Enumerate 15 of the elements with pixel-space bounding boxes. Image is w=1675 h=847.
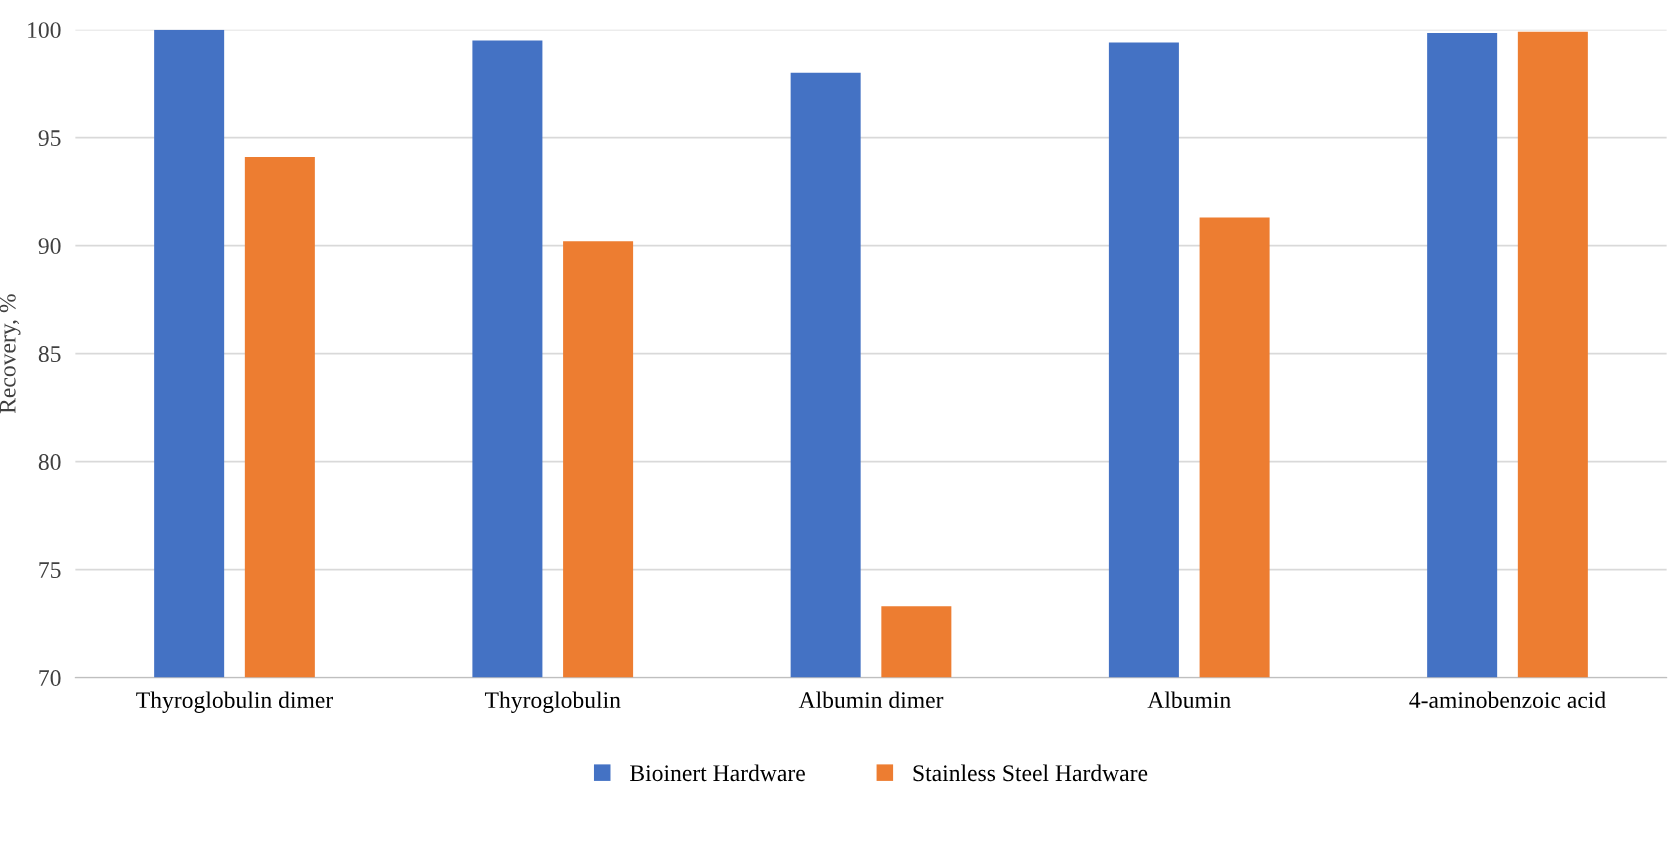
y-tick-label: 100 <box>28 22 61 39</box>
x-tick-label: Albumin <box>1147 691 1231 709</box>
y-tick-label: 70 <box>39 670 61 687</box>
y-tick-label: 95 <box>38 130 61 147</box>
y-tick-label: 75 <box>39 562 61 579</box>
y-tick-label: 90 <box>38 238 61 255</box>
legend-label: Stainless Steel Hardware <box>913 764 1148 782</box>
x-tick-label: Thyroglobulin <box>484 691 621 713</box>
x-tick-label: 4-aminobenzoic acid <box>1409 691 1606 709</box>
y-tick-label: 85 <box>38 346 61 363</box>
y-tick-label: 80 <box>38 454 61 471</box>
x-tick-label: Albumin dimer <box>798 691 944 709</box>
legend-label: Bioinert Hardware <box>630 764 805 782</box>
y-axis-title: Recovery, % <box>0 294 21 414</box>
x-tick-label: Thyroglobulin dimer <box>136 691 333 713</box>
